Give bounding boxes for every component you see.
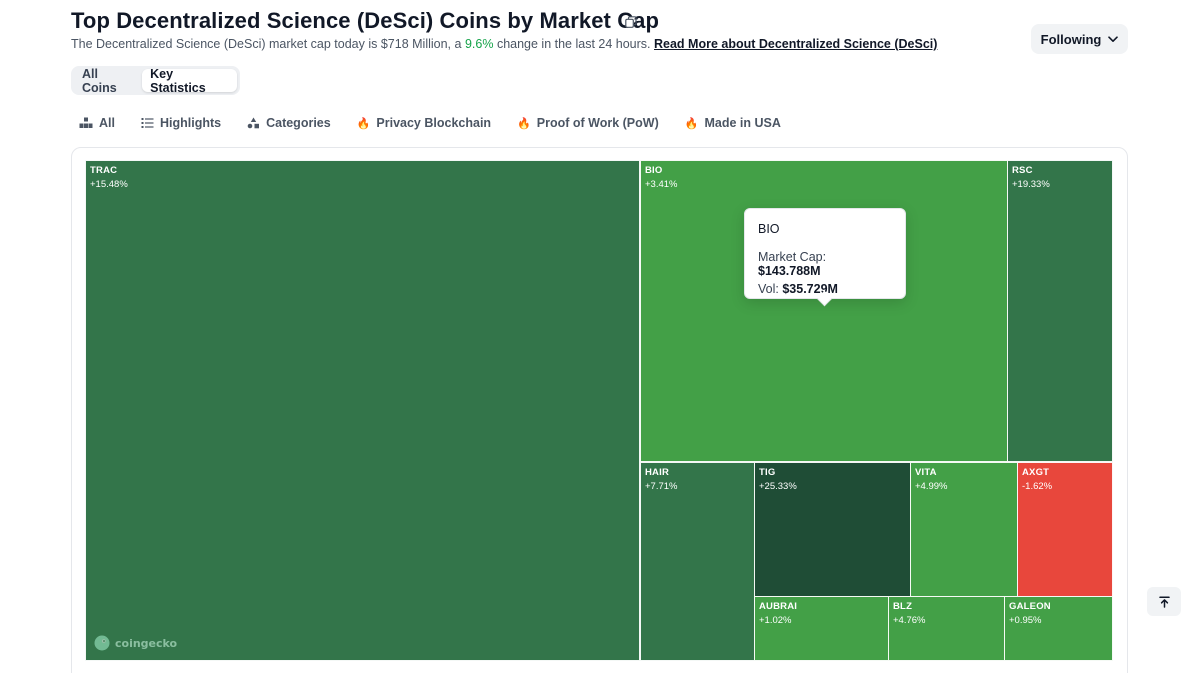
fire-icon: 🔥 (517, 117, 531, 130)
tile-symbol: RSC (1012, 165, 1033, 176)
treemap-tile-tig[interactable]: TIG +25.33% (754, 462, 911, 597)
tile-symbol: TIG (759, 467, 776, 478)
copy-icon[interactable] (625, 16, 637, 28)
treemap-tile-galeon[interactable]: GALEON +0.95% (1004, 596, 1113, 661)
tooltip-market-cap-value: $143.788M (758, 264, 821, 278)
scroll-to-top-button[interactable] (1147, 587, 1181, 616)
tile-change: +15.48% (90, 179, 128, 190)
treemap-tile-hair[interactable]: HAIR +7.71% (640, 462, 755, 661)
treemap-tile-trac[interactable]: TRAC +15.48% (85, 160, 640, 661)
coingecko-watermark: coingecko (94, 635, 177, 651)
filter-pow-label: Proof of Work (PoW) (536, 116, 659, 130)
treemap-tooltip: BIO Market Cap: $143.788M Vol: $35.729M (744, 208, 906, 299)
market-change-percent: 9.6% (464, 37, 494, 51)
treemap-card (71, 147, 1128, 673)
list-icon (141, 118, 154, 128)
tile-symbol: TRAC (90, 165, 118, 176)
view-toggle: All Coins Key Statistics (71, 66, 240, 95)
tooltip-market-cap-label: Market Cap: (758, 250, 827, 264)
tile-symbol: BLZ (893, 601, 913, 612)
filter-all[interactable]: All (79, 116, 115, 130)
treemap-tile-axgt[interactable]: AXGT -1.62% (1017, 462, 1113, 597)
filter-privacy-blockchain[interactable]: 🔥 Privacy Blockchain (357, 116, 491, 130)
categories-icon (247, 117, 260, 129)
tile-symbol: HAIR (645, 467, 670, 478)
tile-change: +1.02% (759, 615, 792, 626)
chevron-down-icon (1108, 35, 1119, 42)
filter-categories[interactable]: Categories (247, 116, 331, 130)
gecko-logo-icon (94, 635, 110, 651)
watermark-text: coingecko (115, 636, 178, 650)
tooltip-title: BIO (758, 222, 780, 236)
tooltip-vol-label: Vol: (758, 282, 779, 296)
tile-change: +19.33% (1012, 179, 1050, 190)
treemap-tile-blz[interactable]: BLZ +4.76% (888, 596, 1005, 661)
page-subtitle: The Decentralized Science (DeSci) market… (71, 37, 937, 51)
following-button[interactable]: Following (1031, 24, 1128, 54)
treemap-tile-rsc[interactable]: RSC +19.33% (1007, 160, 1113, 462)
filter-categories-label: Categories (266, 116, 331, 130)
filter-made-in-usa[interactable]: 🔥 Made in USA (685, 116, 781, 130)
filter-bar: All Highlights Categories 🔥 Privacy Bloc… (79, 114, 807, 132)
treemap-icon (79, 117, 93, 128)
treemap-tile-vita[interactable]: VITA +4.99% (910, 462, 1018, 597)
tile-symbol: AXGT (1022, 467, 1050, 478)
tile-change: +0.95% (1009, 615, 1042, 626)
arrow-up-to-line-icon (1158, 595, 1170, 608)
filter-usa-label: Made in USA (704, 116, 781, 130)
page-title: Top Decentralized Science (DeSci) Coins … (71, 8, 660, 33)
tile-change: +3.41% (645, 179, 678, 190)
fire-icon: 🔥 (356, 117, 371, 130)
filter-proof-of-work[interactable]: 🔥 Proof of Work (PoW) (517, 116, 659, 130)
tile-change: +4.99% (915, 481, 948, 492)
subtitle-text-end: change in the last 24 hours. (496, 37, 651, 51)
read-more-link[interactable]: Read More about Decentralized Science (D… (654, 37, 938, 51)
filter-all-label: All (99, 116, 115, 130)
treemap-tile-bio[interactable]: BIO +3.41% (640, 160, 1008, 462)
tooltip-vol-value: $35.729M (782, 282, 838, 296)
tooltip-market-cap: Market Cap: $143.788M (758, 250, 892, 278)
tile-change: +4.76% (893, 615, 926, 626)
tile-change: -1.62% (1022, 481, 1053, 492)
treemap-tile-aubrai[interactable]: AUBRAI +1.02% (754, 596, 889, 661)
following-label: Following (1040, 31, 1102, 47)
filter-highlights[interactable]: Highlights (141, 116, 221, 130)
tab-key-statistics[interactable]: Key Statistics (142, 67, 237, 95)
tab-all-coins[interactable]: All Coins (82, 66, 117, 95)
filter-privacy-label: Privacy Blockchain (376, 116, 492, 130)
filter-highlights-label: Highlights (159, 116, 222, 130)
tile-change: +25.33% (759, 481, 797, 492)
tile-symbol: GALEON (1009, 601, 1051, 612)
tile-change: +7.71% (645, 481, 678, 492)
tile-symbol: VITA (915, 467, 937, 478)
fire-icon: 🔥 (684, 117, 699, 130)
tile-symbol: BIO (645, 165, 663, 176)
subtitle-text: The Decentralized Science (DeSci) market… (71, 37, 462, 51)
tooltip-volume: Vol: $35.729M (758, 282, 892, 296)
tile-symbol: AUBRAI (759, 601, 798, 612)
